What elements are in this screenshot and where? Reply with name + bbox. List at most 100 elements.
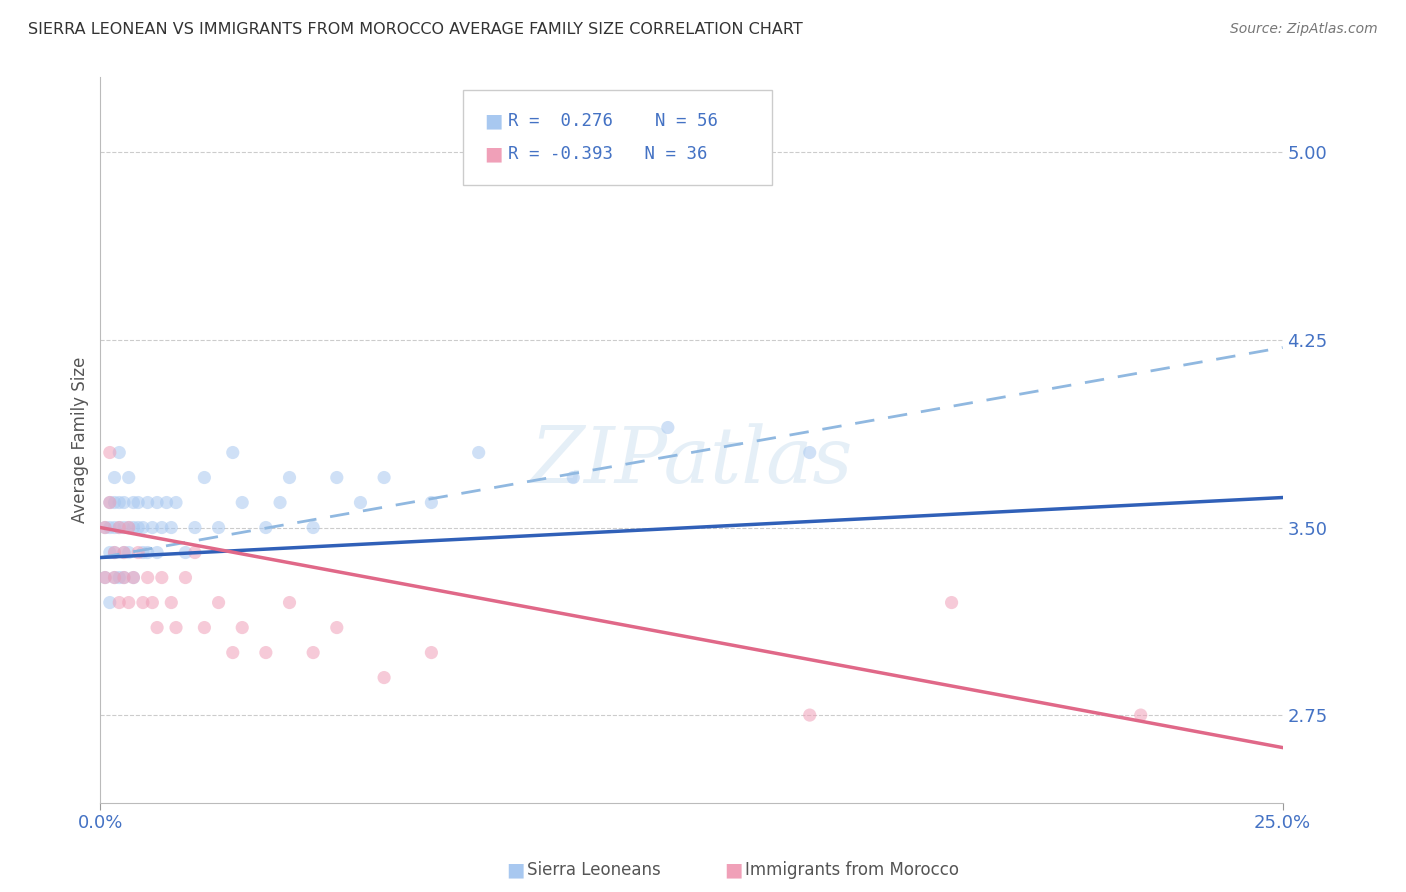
Point <box>160 596 183 610</box>
Point <box>98 495 121 509</box>
Point <box>1129 708 1152 723</box>
Point <box>103 520 125 534</box>
Text: ■: ■ <box>485 112 503 130</box>
Point <box>112 495 135 509</box>
Point <box>127 495 149 509</box>
Point <box>103 495 125 509</box>
Text: R = -0.393   N = 36: R = -0.393 N = 36 <box>508 145 707 163</box>
Point <box>141 596 163 610</box>
Point <box>112 520 135 534</box>
Text: Source: ZipAtlas.com: Source: ZipAtlas.com <box>1230 22 1378 37</box>
Point <box>122 570 145 584</box>
Point <box>184 545 207 559</box>
Point <box>136 495 159 509</box>
Point <box>207 596 229 610</box>
Point <box>160 520 183 534</box>
Point <box>278 596 301 610</box>
Point <box>799 708 821 723</box>
Y-axis label: Average Family Size: Average Family Size <box>72 357 89 524</box>
Point <box>155 495 177 509</box>
Point <box>184 520 207 534</box>
Point <box>278 470 301 484</box>
Point <box>799 445 821 459</box>
Point <box>254 646 277 660</box>
Point <box>146 495 169 509</box>
Point <box>165 621 187 635</box>
Point <box>112 545 135 559</box>
Point <box>132 520 155 534</box>
Point <box>98 545 121 559</box>
Point <box>118 520 141 534</box>
Point <box>132 596 155 610</box>
Point <box>150 520 173 534</box>
Point <box>108 495 131 509</box>
Point <box>103 570 125 584</box>
Point <box>132 545 155 559</box>
Point <box>174 570 197 584</box>
Point <box>103 545 125 559</box>
Point <box>122 570 145 584</box>
Point <box>562 470 585 484</box>
Point <box>98 520 121 534</box>
Point <box>231 621 253 635</box>
Point <box>112 570 135 584</box>
Point <box>150 570 173 584</box>
Point <box>326 621 349 635</box>
Point <box>136 545 159 559</box>
Point <box>108 520 131 534</box>
Text: Sierra Leoneans: Sierra Leoneans <box>527 861 661 879</box>
Point <box>222 646 245 660</box>
Point <box>269 495 291 509</box>
Point <box>94 520 117 534</box>
Point <box>118 470 141 484</box>
Text: ■: ■ <box>724 860 742 880</box>
Point <box>98 596 121 610</box>
Point <box>127 520 149 534</box>
Point <box>112 545 135 559</box>
Point <box>231 495 253 509</box>
Point <box>467 445 489 459</box>
Point <box>174 545 197 559</box>
Point <box>122 520 145 534</box>
Point <box>146 545 169 559</box>
Point <box>94 520 117 534</box>
Point <box>302 646 325 660</box>
Point <box>146 621 169 635</box>
Point <box>127 545 149 559</box>
Point <box>94 570 117 584</box>
Point <box>349 495 371 509</box>
Point <box>108 570 131 584</box>
Point <box>302 520 325 534</box>
Point <box>118 520 141 534</box>
Point <box>373 671 395 685</box>
FancyBboxPatch shape <box>464 90 772 185</box>
Point <box>98 445 121 459</box>
Text: R =  0.276    N = 56: R = 0.276 N = 56 <box>508 112 718 129</box>
Point <box>118 596 141 610</box>
Point <box>103 570 125 584</box>
Point <box>941 596 963 610</box>
Text: ■: ■ <box>506 860 524 880</box>
Point <box>657 420 679 434</box>
Point <box>222 445 245 459</box>
Point <box>420 495 443 509</box>
Point <box>112 570 135 584</box>
Point <box>420 646 443 660</box>
Point <box>122 495 145 509</box>
Point <box>254 520 277 534</box>
Point <box>94 570 117 584</box>
Point <box>98 495 121 509</box>
Point <box>193 621 215 635</box>
Point <box>165 495 187 509</box>
Text: ZIPatlas: ZIPatlas <box>530 424 852 500</box>
Text: SIERRA LEONEAN VS IMMIGRANTS FROM MOROCCO AVERAGE FAMILY SIZE CORRELATION CHART: SIERRA LEONEAN VS IMMIGRANTS FROM MOROCC… <box>28 22 803 37</box>
Point <box>108 520 131 534</box>
Point <box>108 445 131 459</box>
Point <box>103 470 125 484</box>
Point <box>108 596 131 610</box>
Point <box>136 570 159 584</box>
Text: Immigrants from Morocco: Immigrants from Morocco <box>745 861 959 879</box>
Point <box>193 470 215 484</box>
Point <box>141 520 163 534</box>
Point <box>103 545 125 559</box>
